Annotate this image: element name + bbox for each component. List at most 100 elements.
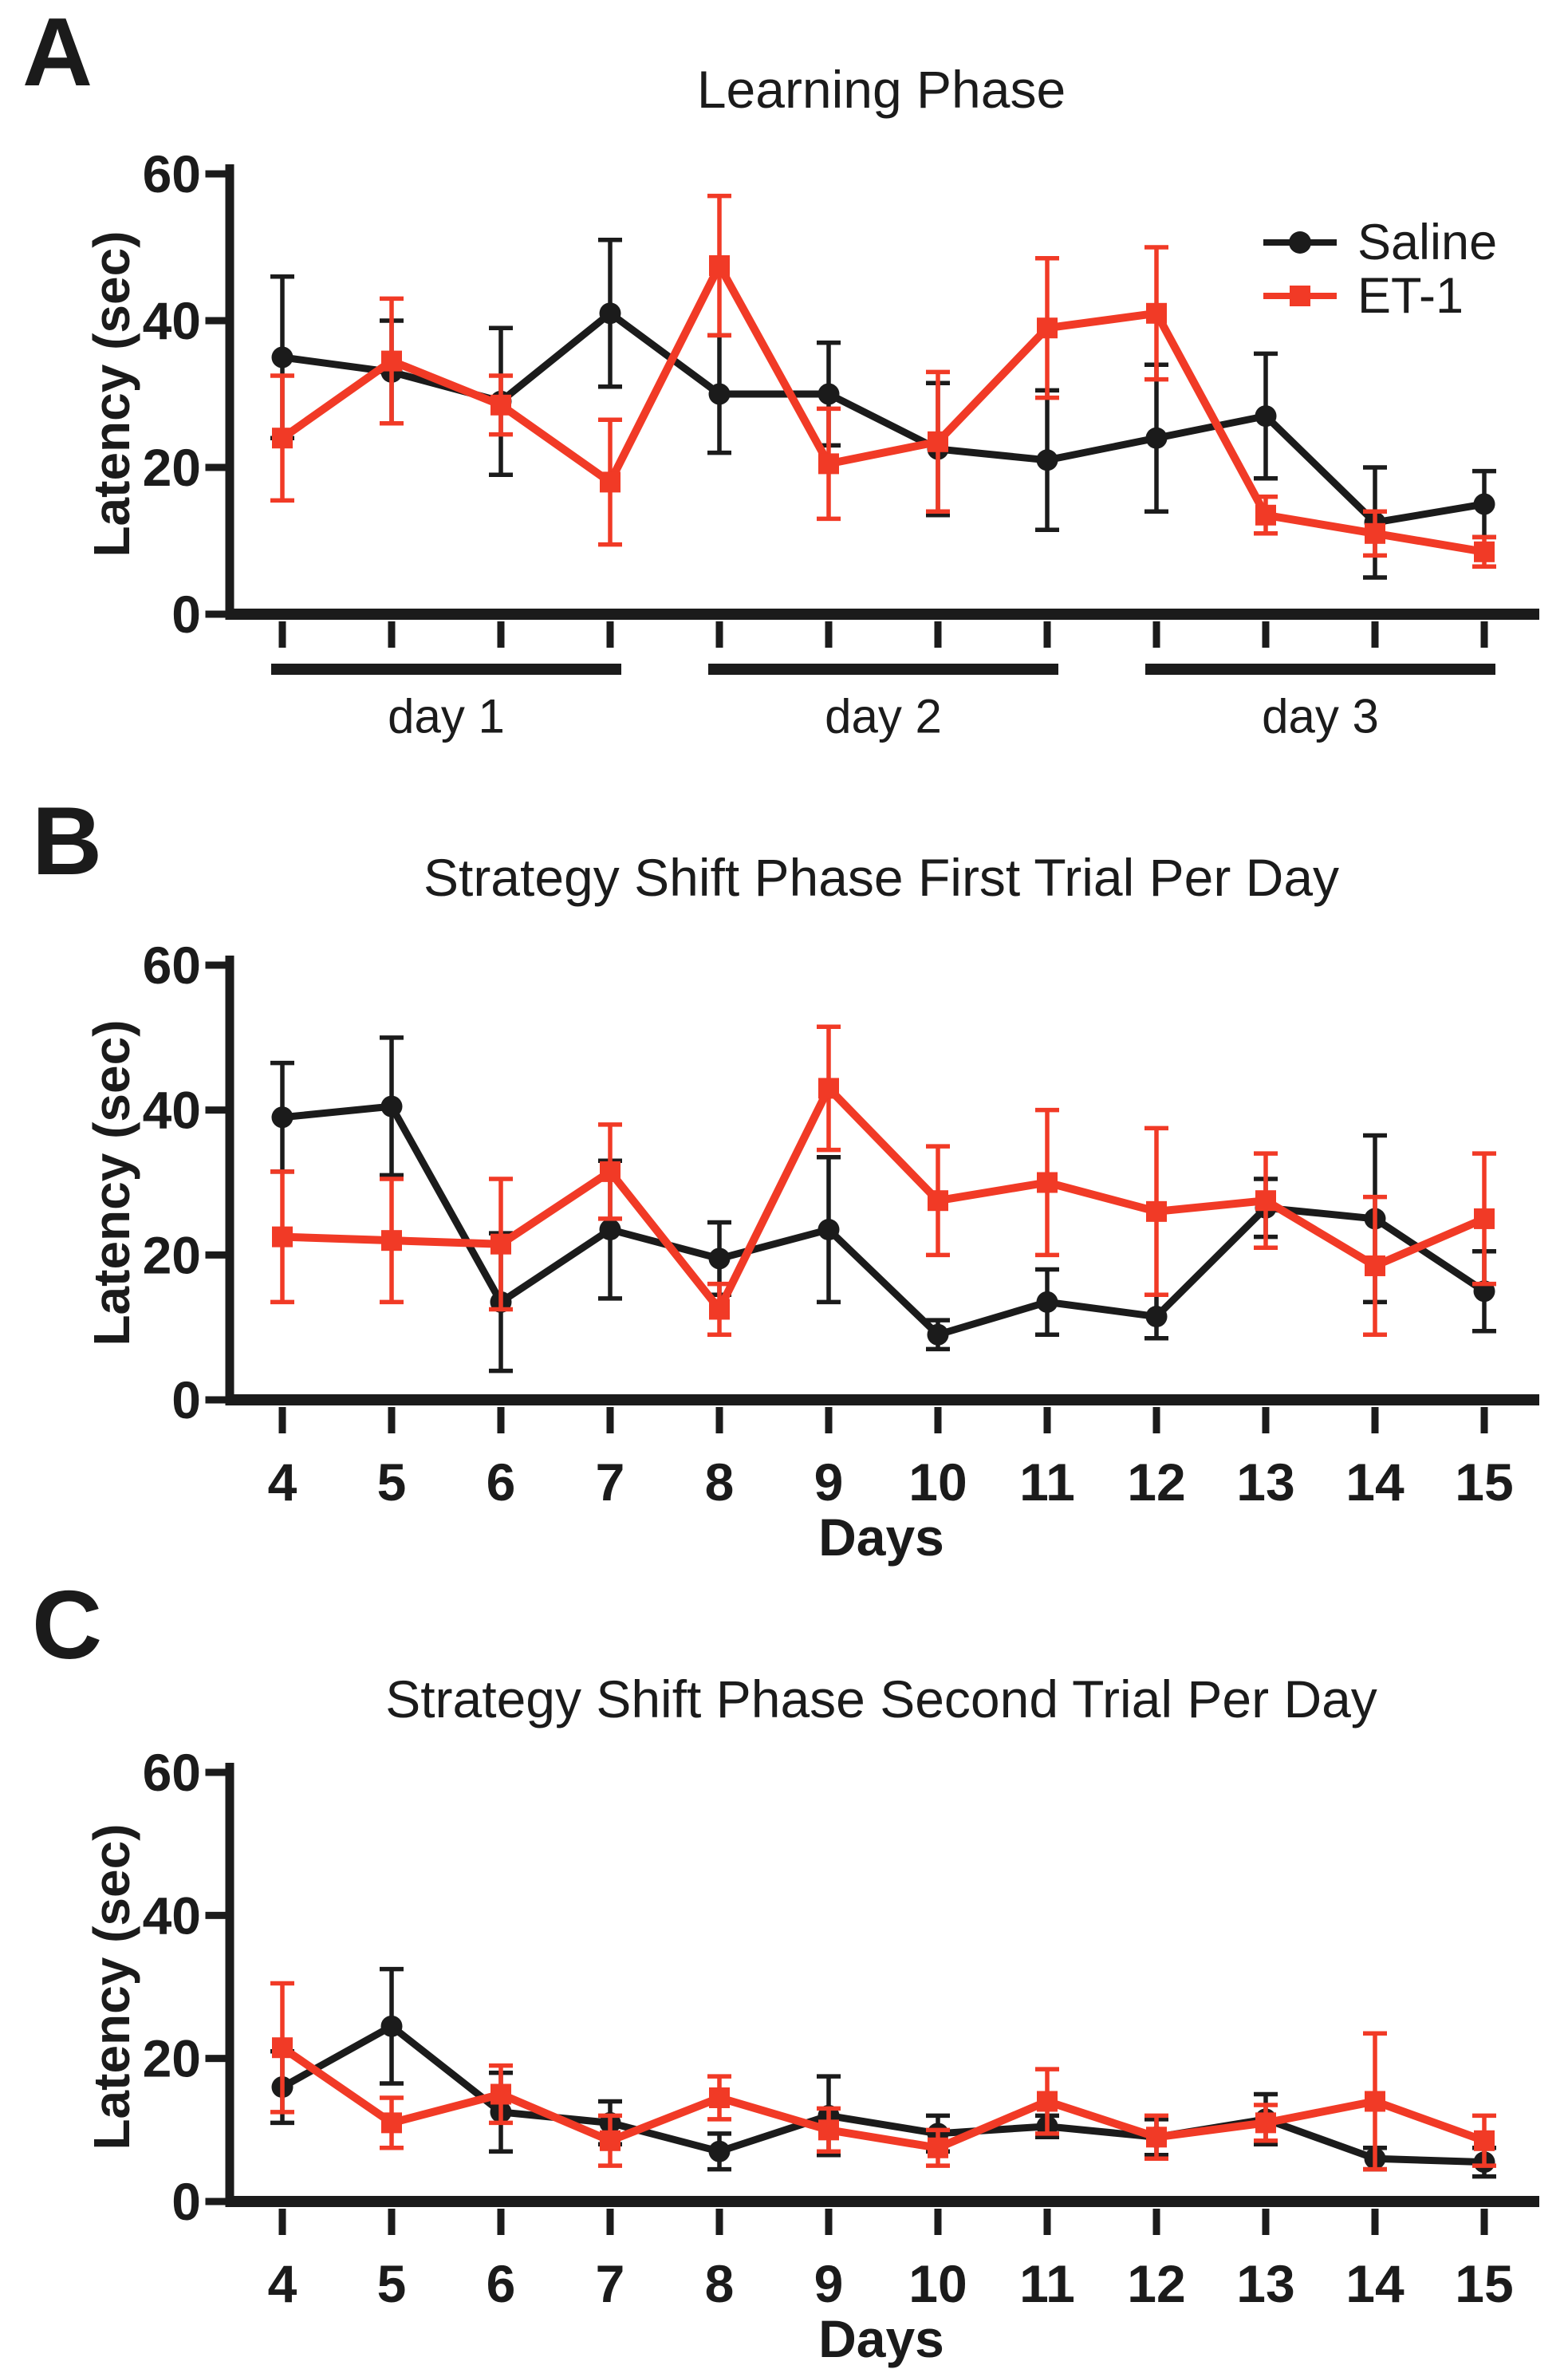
- panel-c-saline-marker: [708, 2140, 731, 2162]
- panel-a-saline-marker: [1036, 449, 1058, 471]
- panel-a-x-tick: [388, 621, 396, 648]
- panel-c-et1-marker: [272, 2037, 293, 2059]
- panel-b-x-tick-label: 8: [705, 1453, 735, 1512]
- panel-c-et1-marker: [490, 2083, 511, 2105]
- panel-b-et1-marker: [1146, 1200, 1167, 1222]
- panel-b-x-tick: [388, 1407, 396, 1433]
- panel-b-x-tick: [1043, 1407, 1051, 1433]
- panel-b-et1-marker: [381, 1230, 402, 1252]
- panel-b-x-tick: [825, 1407, 833, 1433]
- panel-b-et1-series-line: [278, 1084, 1488, 1314]
- panel-c-x-tick-label: 5: [377, 2254, 407, 2313]
- panel-b-x-tick-label: 11: [1019, 1453, 1075, 1512]
- panel-c-y-axis-title: Latency (sec): [83, 1823, 140, 2150]
- panel-a-x-axis-line: [225, 609, 1539, 620]
- panel-c-letter: C: [32, 1571, 102, 1679]
- panel-c-et1-marker: [709, 2087, 730, 2108]
- panel-a-y-tick: [205, 610, 226, 618]
- legend: Saline ET-1: [1260, 214, 1498, 324]
- panel-a-y-tick-label: 60: [143, 144, 201, 203]
- panel-c-x-tick: [825, 2209, 833, 2235]
- panel-b-y-tick: [205, 961, 226, 969]
- panel-b-et1-marker: [490, 1233, 511, 1255]
- panel-c-x-tick-label: 9: [814, 2254, 844, 2313]
- panel-a-x-tick: [497, 621, 505, 648]
- panel-a-saline-marker: [271, 346, 294, 369]
- panel-a-day-group-label-2: day 2: [825, 690, 942, 743]
- panel-c-et1-marker: [928, 2137, 948, 2158]
- panel-b-saline-marker: [1036, 1291, 1058, 1313]
- panel-b-x-tick: [1262, 1407, 1270, 1433]
- legend-label-saline: Saline: [1357, 214, 1498, 270]
- panel-b-et1-marker: [928, 1190, 948, 1212]
- panel-c-y-tick: [205, 1911, 226, 1919]
- panel-b-saline-marker: [1145, 1306, 1168, 1328]
- panel-b-x-tick-label: 5: [377, 1453, 407, 1512]
- panel-b-x-tick-label: 4: [268, 1453, 297, 1512]
- panel-c-x-tick-label: 11: [1019, 2254, 1075, 2313]
- panel-a-et1-marker: [490, 394, 511, 416]
- panel-b-y-tick: [205, 1396, 226, 1404]
- panel-a-y-tick: [205, 170, 226, 178]
- panel-b-x-tick-label: 10: [908, 1453, 967, 1512]
- panel-a-et1-series-line: [278, 262, 1488, 556]
- panel-c-et1-marker: [1474, 2130, 1495, 2151]
- panel-a-x-tick: [1262, 621, 1270, 648]
- panel-a-day-group-bar-1: [271, 664, 621, 675]
- panel-c-x-tick: [1152, 2209, 1160, 2235]
- panel-c-y-tick-label: 20: [143, 2029, 201, 2088]
- panel-c-y-tick-label: 40: [143, 1886, 201, 1945]
- panel-b-y-tick-label: 40: [143, 1081, 201, 1140]
- panel-a-y-axis-title: Latency (sec): [83, 231, 140, 558]
- panel-b-et1-marker: [600, 1161, 621, 1182]
- panel-a-et1-marker: [709, 255, 730, 276]
- panel-b-y-tick: [205, 1106, 226, 1114]
- panel-c-y-axis-line: [225, 1763, 234, 2207]
- panel-c-et1-marker: [381, 2112, 402, 2134]
- panel-c-x-tick: [1043, 2209, 1051, 2235]
- panel-a-day-group-label-3: day 3: [1262, 690, 1379, 743]
- panel-c-title: Strategy Shift Phase Second Trial Per Da…: [385, 1669, 1377, 1728]
- panel-b-letter: B: [32, 786, 102, 895]
- panel-c-y-tick-label: 0: [171, 2172, 201, 2231]
- panel-b-x-tick: [715, 1407, 723, 1433]
- panel-b-x-tick: [1371, 1407, 1379, 1433]
- panel-c-y-tick: [205, 2055, 226, 2063]
- panel-c-x-tick-label: 8: [705, 2254, 735, 2313]
- panel-a-y-axis-line: [225, 164, 234, 620]
- panel-b-et1-marker: [1037, 1172, 1058, 1193]
- panel-b-title: Strategy Shift Phase First Trial Per Day: [423, 848, 1340, 907]
- panel-b-y-tick: [205, 1251, 226, 1259]
- panel-c-x-tick: [388, 2209, 396, 2235]
- panel-a-x-tick: [825, 621, 833, 648]
- panel-a-y-tick: [205, 317, 226, 325]
- panel-b-x-tick-label: 12: [1127, 1453, 1185, 1512]
- panel-c-x-tick: [715, 2209, 723, 2235]
- panel-c-et1-marker: [1365, 2091, 1385, 2112]
- legend-label-et1: ET-1: [1357, 267, 1464, 324]
- panel-a-title: Learning Phase: [696, 60, 1066, 119]
- panel-a-saline-series-line: [278, 309, 1488, 526]
- panel-a-saline-marker: [1473, 493, 1495, 515]
- panel-c-x-tick: [497, 2209, 505, 2235]
- panel-a-x-tick: [1152, 621, 1160, 648]
- panel-a-et1-marker: [600, 471, 621, 493]
- panel-b-y-tick-label: 20: [143, 1225, 201, 1284]
- panel-a-saline-marker: [1255, 405, 1277, 428]
- panel-c-x-tick: [934, 2209, 942, 2235]
- panel-c-et1-marker: [1037, 2091, 1058, 2112]
- panel-b-x-tick: [606, 1407, 614, 1433]
- saline-legend-marker-icon: [1263, 231, 1337, 254]
- panel-a-x-tick: [1371, 621, 1379, 648]
- panel-b-y-tick-label: 0: [171, 1370, 201, 1429]
- panel-b-x-tick: [497, 1407, 505, 1433]
- panel-a-et1-marker: [818, 453, 839, 475]
- panel-b-saline-marker: [927, 1323, 949, 1346]
- panel-b-x-tick-label: 13: [1236, 1453, 1294, 1512]
- panel-b-saline-marker: [271, 1106, 294, 1129]
- panel-a-x-tick: [715, 621, 723, 648]
- panel-a-et1-marker: [1037, 317, 1058, 339]
- panel-a-day-group-label-1: day 1: [388, 690, 505, 743]
- panel-b-x-axis-line: [225, 1394, 1539, 1405]
